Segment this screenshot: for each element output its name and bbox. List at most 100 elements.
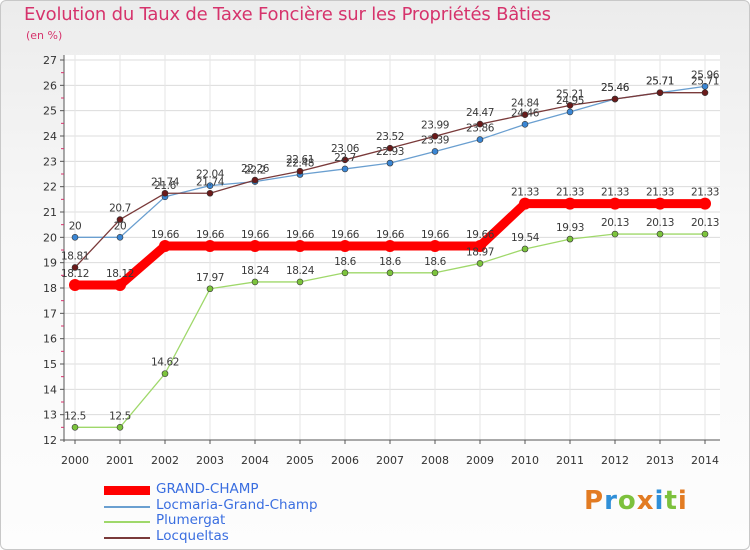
data-label: 18.6: [379, 256, 401, 268]
y-tick-label: 26: [43, 79, 57, 92]
data-label: 19.93: [556, 222, 584, 234]
unit-label: (en %): [26, 29, 63, 42]
data-label: 22.48: [286, 158, 314, 170]
data-point: [161, 189, 169, 197]
data-label: 19.66: [376, 229, 405, 241]
data-point: [564, 197, 576, 210]
x-tick-label: 2009: [466, 454, 494, 467]
y-tick-label: 19: [43, 257, 57, 270]
data-label: 18.24: [286, 265, 315, 277]
data-point: [474, 239, 486, 252]
logo-letter: i: [677, 486, 688, 516]
x-tick-label: 2001: [106, 454, 134, 467]
data-label: 18.81: [61, 250, 89, 262]
data-point: [161, 370, 169, 377]
data-label: 21.6: [154, 180, 176, 192]
data-label: 20: [69, 220, 82, 232]
data-point: [249, 239, 261, 252]
logo-letter: P: [584, 486, 605, 516]
data-point: [476, 136, 484, 143]
data-point: [341, 156, 349, 164]
data-point: [116, 234, 124, 241]
data-point: [431, 148, 439, 155]
data-point: [521, 245, 529, 253]
data-point: [521, 111, 529, 119]
data-label: 19.66: [286, 229, 315, 241]
legend-label: Locmaria-Grand-Champ: [156, 497, 318, 513]
data-label: 21.33: [601, 187, 629, 199]
x-tick-label: 2004: [241, 454, 269, 467]
data-label: 24.95: [556, 95, 584, 107]
data-point: [71, 234, 79, 241]
data-label: 12.5: [64, 410, 86, 422]
data-label: 21.74: [151, 176, 180, 188]
data-label: 24.84: [511, 98, 540, 110]
data-label: 20.13: [601, 217, 629, 229]
data-point: [339, 239, 351, 252]
data-label: 20.7: [109, 203, 131, 215]
data-point: [386, 159, 394, 167]
data-point: [566, 235, 574, 243]
legend-label: Plumergat: [156, 512, 226, 528]
x-tick-label: 2002: [151, 454, 179, 467]
proxiti-logo: Proxiti: [584, 486, 688, 516]
data-point: [656, 230, 664, 238]
x-tick-label: 2014: [691, 454, 719, 467]
x-tick-label: 2013: [646, 454, 674, 467]
data-label: 12.5: [109, 410, 131, 422]
data-label: 18.12: [61, 268, 89, 280]
data-label: 19.66: [466, 229, 495, 241]
data-label: 21.33: [691, 187, 719, 199]
data-point: [386, 144, 394, 152]
data-point: [251, 278, 259, 286]
data-label: 21.33: [646, 187, 674, 199]
data-label: 18.24: [241, 265, 270, 277]
data-point: [71, 424, 79, 431]
data-point: [114, 278, 126, 291]
y-tick-label: 21: [43, 206, 57, 219]
data-label: 20: [114, 220, 127, 232]
data-label: 19.54: [511, 232, 540, 244]
x-tick-label: 2012: [601, 454, 629, 467]
data-point: [71, 264, 79, 271]
data-label: 23.86: [466, 123, 495, 135]
data-label: 21.33: [556, 187, 584, 199]
data-point: [294, 239, 306, 252]
y-tick-label: 13: [43, 409, 57, 422]
y-tick-label: 20: [43, 231, 57, 244]
data-point: [206, 285, 214, 293]
y-tick-label: 12: [43, 434, 57, 447]
data-point: [429, 239, 441, 252]
data-point: [701, 230, 709, 238]
data-label: 19.66: [331, 229, 360, 241]
x-tick-label: 2006: [331, 454, 359, 467]
data-point: [611, 95, 619, 103]
data-point: [476, 120, 484, 128]
data-label: 22.04: [196, 169, 225, 181]
data-label: 19.66: [421, 229, 450, 241]
data-label: 23.06: [331, 143, 360, 155]
data-label: 24.47: [466, 107, 494, 119]
data-label: 18.6: [424, 256, 446, 268]
data-label: 19.66: [151, 229, 180, 241]
y-tick-label: 15: [43, 358, 57, 371]
y-tick-label: 17: [43, 307, 57, 320]
data-label: 23.39: [421, 134, 449, 146]
data-label: 25.21: [556, 88, 584, 100]
data-label: 14.62: [151, 357, 179, 369]
legend-swatch: [104, 537, 150, 539]
data-point: [386, 269, 394, 277]
data-label: 22.7: [334, 152, 356, 164]
legend-swatch: [104, 521, 150, 523]
data-point: [656, 89, 664, 96]
legend-label: Locqueltas: [156, 528, 229, 544]
y-tick-label: 27: [43, 54, 57, 67]
legend-swatch: [104, 486, 150, 495]
data-point: [566, 102, 574, 109]
data-point: [204, 239, 216, 252]
x-tick-label: 2005: [286, 454, 314, 467]
data-point: [159, 239, 171, 252]
data-point: [341, 269, 349, 277]
x-tick-label: 2010: [511, 454, 539, 467]
